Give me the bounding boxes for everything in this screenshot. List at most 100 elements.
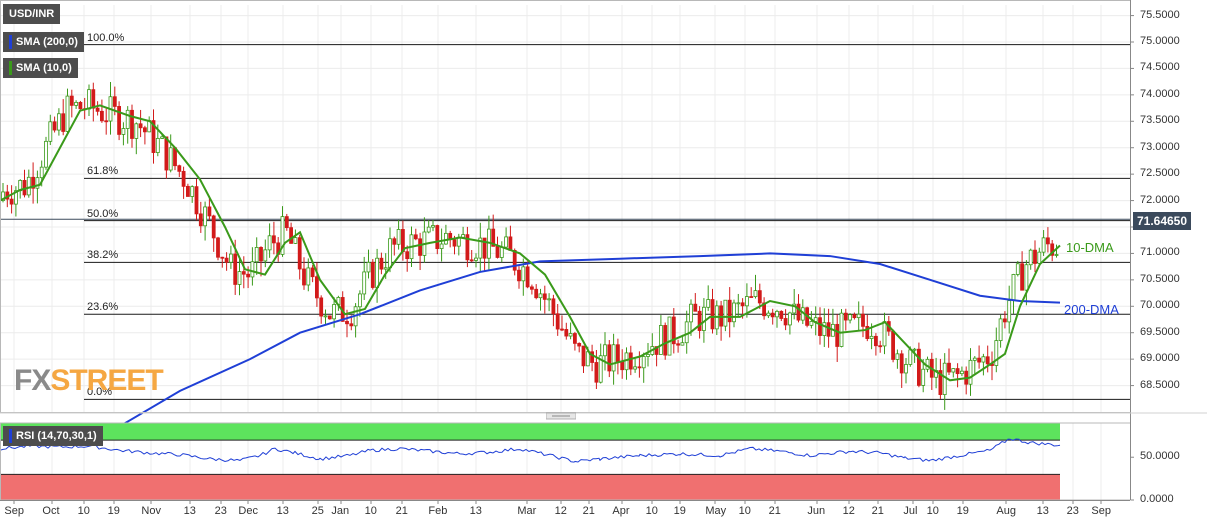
candle-body: [1, 191, 5, 201]
candle-body: [482, 237, 487, 259]
candle-body: [142, 127, 147, 133]
candle-body: [646, 354, 650, 357]
pane-splitter-handle[interactable]: [546, 412, 576, 420]
candle-body: [689, 303, 693, 323]
x-tick-label: 25: [311, 505, 324, 517]
candle-body: [1046, 237, 1050, 245]
y-tick-label: 72.5000: [1140, 167, 1180, 180]
x-tick-label: 10: [364, 505, 377, 517]
candle-body: [271, 235, 276, 244]
x-tick-label: 10: [926, 505, 939, 517]
candle-body: [289, 227, 294, 244]
candle-body: [542, 293, 547, 300]
candle-body: [1028, 249, 1033, 266]
candle-body: [280, 216, 285, 255]
candle-body: [241, 271, 246, 275]
candle-body: [547, 298, 551, 301]
candle-body: [74, 101, 78, 106]
candle-body: [757, 290, 762, 304]
candle-body: [332, 304, 337, 320]
candle-body: [293, 237, 298, 244]
candle-body: [684, 321, 689, 344]
candle-body: [9, 198, 14, 205]
candle-body: [611, 344, 616, 372]
candle-body: [495, 245, 500, 258]
x-tick-label: Jul: [903, 505, 918, 517]
candle-body: [211, 215, 216, 239]
candle-body: [426, 226, 431, 233]
candle-body: [843, 312, 848, 321]
candle-body: [968, 359, 973, 385]
candle-body: [443, 232, 448, 245]
candle-body: [1037, 251, 1042, 264]
sma200-legend: SMA (200,0): [3, 32, 84, 52]
candle-body: [1015, 263, 1020, 275]
fibonacci-lines: [0, 44, 1130, 400]
candle-body: [435, 225, 440, 249]
rsi-swatch: [9, 429, 12, 444]
moving-averages: [0, 104, 1061, 429]
candle-body: [667, 316, 672, 356]
candle-body: [44, 140, 48, 168]
candle-body: [770, 312, 775, 318]
candle-body: [749, 296, 754, 298]
candle-body: [985, 356, 990, 365]
candle-body: [603, 344, 607, 357]
candle-body: [818, 317, 822, 336]
last-price-tag: 71.64650: [1133, 212, 1191, 230]
candle-body: [100, 110, 104, 122]
candle-body: [607, 344, 612, 372]
candle-body: [753, 290, 758, 298]
candle-body: [633, 366, 637, 370]
candle-body: [26, 176, 31, 196]
candle-body: [220, 256, 225, 259]
candle-body: [362, 271, 367, 295]
candle-body: [775, 310, 779, 318]
candle-body: [168, 147, 173, 171]
candle-body: [981, 356, 986, 363]
candle-body: [112, 96, 117, 107]
candle-body: [418, 238, 423, 256]
candle-body: [663, 325, 668, 356]
candle-body: [551, 298, 556, 315]
candle-body: [35, 177, 40, 189]
candle-body: [349, 323, 354, 327]
fib-label: 61.8%: [87, 165, 119, 178]
y-tick-label: 75.5000: [1140, 8, 1180, 21]
x-tick-label: 21: [395, 505, 408, 517]
sma10-line: [0, 104, 1061, 382]
candle-body: [259, 247, 263, 262]
x-tick-label: 19: [107, 505, 120, 517]
rsi-legend-label: RSI (14,70,30,1): [16, 430, 97, 442]
candle-body: [297, 237, 302, 270]
candle-body: [1024, 264, 1029, 291]
candle-body: [216, 237, 220, 258]
candle-body: [250, 261, 255, 278]
candle-body: [564, 329, 569, 337]
candle-body: [822, 322, 827, 336]
candle-body: [431, 225, 435, 228]
candle-body: [727, 299, 732, 323]
y-tick-label: 70.5000: [1140, 272, 1180, 285]
candle-body: [568, 333, 573, 337]
candle-body: [573, 333, 577, 344]
candle-body: [693, 303, 698, 312]
candle-body: [379, 257, 384, 270]
candle-body: [130, 109, 134, 139]
candle-body: [327, 315, 332, 320]
candle-body: [848, 314, 852, 321]
candle-body: [413, 234, 418, 240]
candle-body: [284, 216, 289, 229]
candle-body: [637, 366, 642, 369]
candle-body: [121, 128, 126, 135]
candle-body: [702, 306, 706, 331]
candle-body: [1033, 249, 1037, 264]
fib-label: 0.0%: [87, 386, 113, 399]
candle-body: [396, 229, 401, 245]
candle-body: [87, 89, 91, 110]
logo-street: STREET: [50, 364, 163, 397]
candle-body: [474, 257, 478, 261]
candle-body: [620, 361, 625, 371]
x-tick-label: 21: [871, 505, 884, 517]
